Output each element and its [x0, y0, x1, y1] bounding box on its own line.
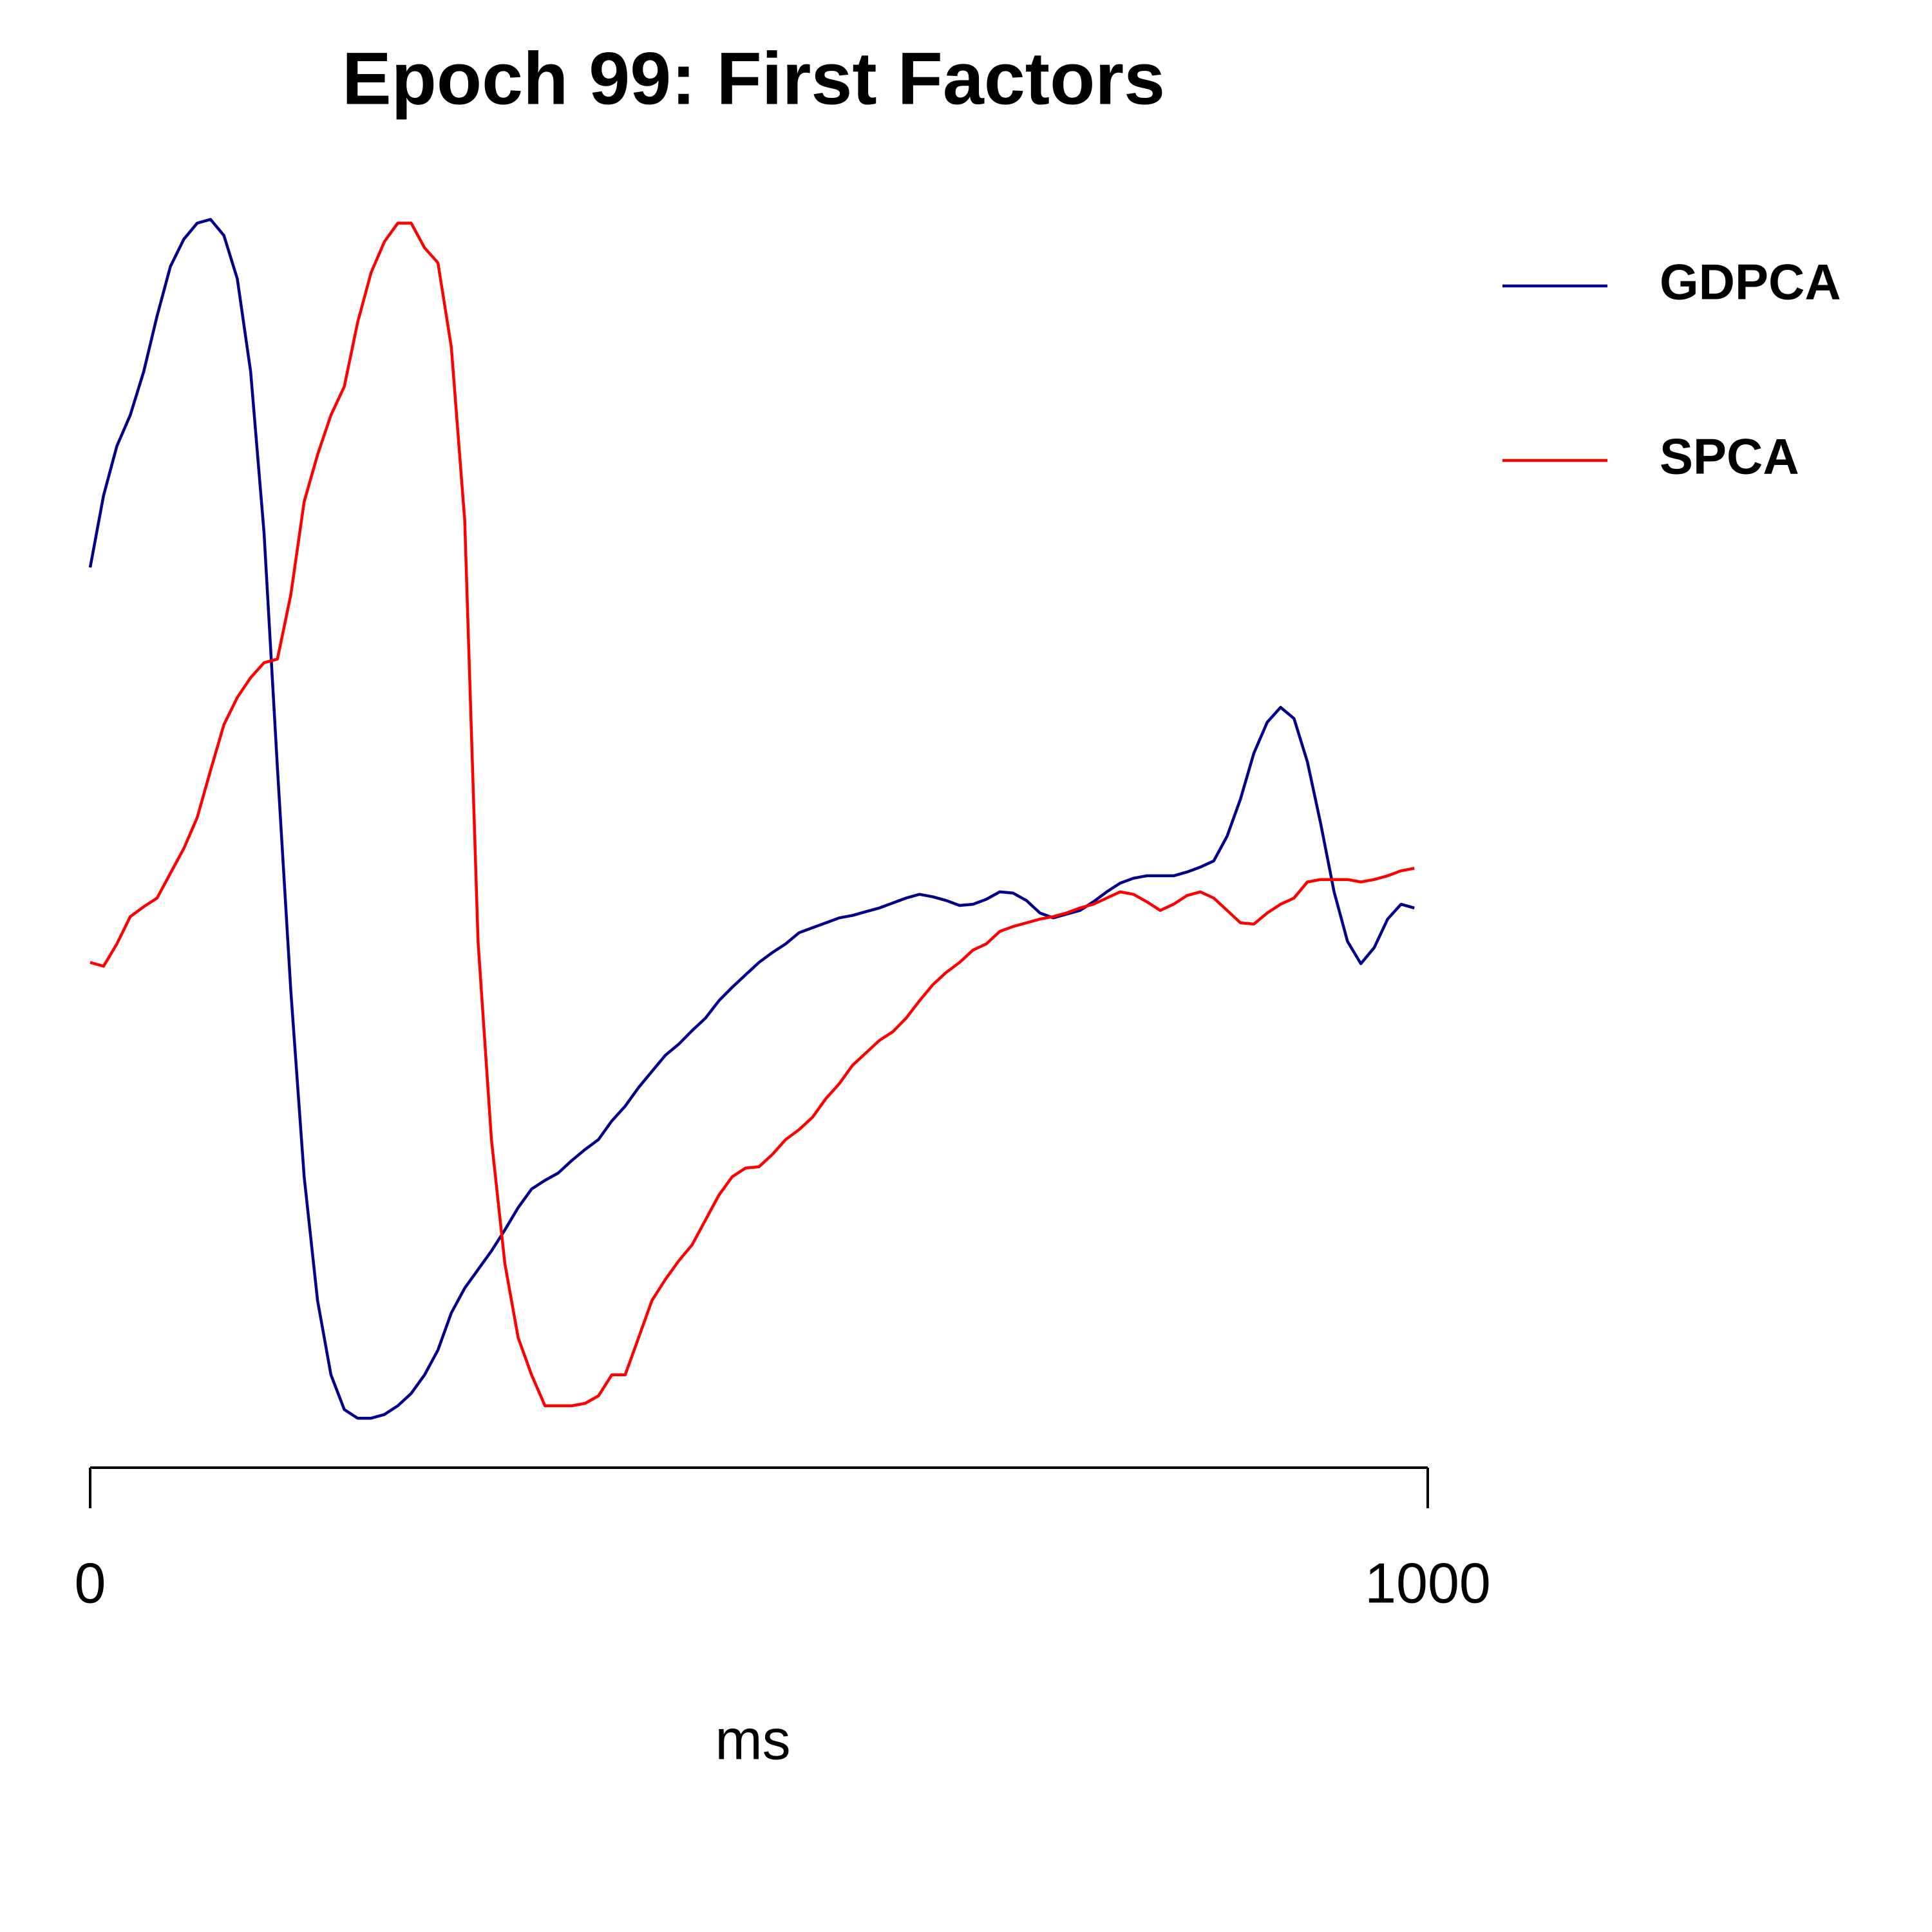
chart-title: Epoch 99: First Factors: [342, 37, 1165, 120]
x-tick-label: 0: [75, 1551, 106, 1615]
x-tick-label: 1000: [1365, 1551, 1491, 1615]
legend-label: SPCA: [1660, 428, 1799, 485]
x-axis-label: ms: [715, 1707, 790, 1771]
line: [88, 218, 1415, 1420]
line: [90, 222, 1415, 1408]
legend-label: GDPCA: [1660, 254, 1841, 310]
